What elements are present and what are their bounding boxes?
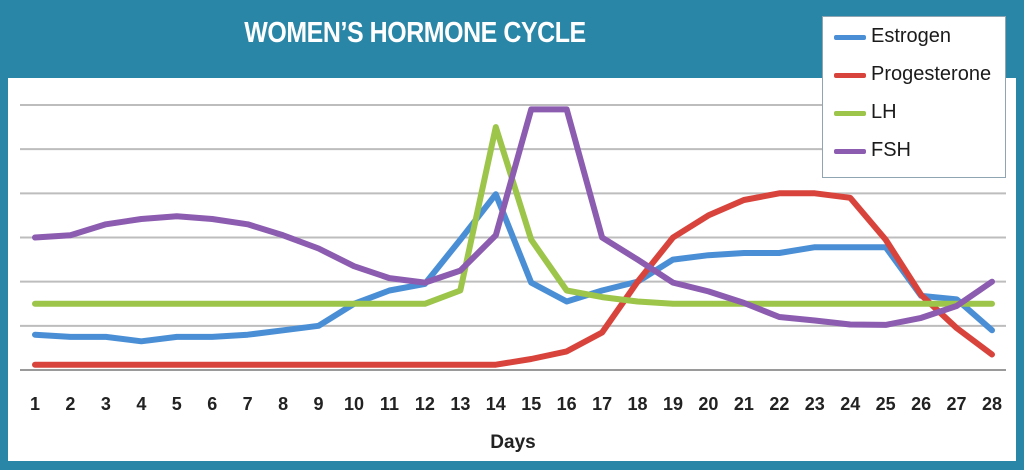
legend-label-progesterone: Progesterone	[871, 63, 992, 85]
x-tick-label-25: 25	[876, 394, 896, 414]
series-line-estrogen	[32, 191, 995, 345]
legend-item-lh: LH	[823, 97, 1007, 131]
legend-swatch-progesterone	[834, 73, 866, 78]
x-tick-label-28: 28	[982, 394, 1002, 414]
x-axis-title: Days	[490, 432, 535, 453]
x-tick-label-12: 12	[415, 394, 435, 414]
x-tick-label-23: 23	[805, 394, 825, 414]
x-tick-label-18: 18	[628, 394, 648, 414]
legend-item-progesterone: Progesterone	[823, 59, 1007, 93]
x-tick-label-14: 14	[486, 394, 506, 414]
x-tick-label-3: 3	[101, 394, 111, 414]
x-tick-label-8: 8	[278, 394, 288, 414]
x-tick-label-22: 22	[769, 394, 789, 414]
x-tick-label-24: 24	[840, 394, 860, 414]
x-tick-label-6: 6	[207, 394, 217, 414]
chart-title: WOMEN’S HORMONE CYCLE	[244, 17, 586, 49]
legend-swatch-lh	[834, 111, 866, 116]
x-tick-label-15: 15	[521, 394, 541, 414]
x-tick-label-20: 20	[698, 394, 718, 414]
x-tick-label-13: 13	[450, 394, 470, 414]
legend-item-fsh: FSH	[823, 135, 1007, 169]
x-tick-label-7: 7	[243, 394, 253, 414]
x-tick-label-26: 26	[911, 394, 931, 414]
legend-label-estrogen: Estrogen	[871, 25, 952, 47]
x-tick-label-16: 16	[557, 394, 577, 414]
x-tick-label-27: 27	[947, 394, 967, 414]
x-tick-label-19: 19	[663, 394, 683, 414]
x-tick-label-9: 9	[314, 394, 324, 414]
x-tick-label-2: 2	[65, 394, 75, 414]
legend: Estrogen Progesterone LH FSH	[822, 16, 1006, 178]
legend-swatch-estrogen	[834, 35, 866, 40]
x-tick-label-21: 21	[734, 394, 754, 414]
legend-item-estrogen: Estrogen	[823, 21, 1007, 55]
series-line-fsh	[32, 106, 995, 328]
x-tick-label-1: 1	[30, 394, 40, 414]
legend-label-fsh: FSH	[871, 139, 911, 161]
legend-label-lh: LH	[871, 101, 897, 123]
x-tick-label-10: 10	[344, 394, 364, 414]
x-tick-label-17: 17	[592, 394, 612, 414]
legend-swatch-fsh	[834, 149, 866, 154]
x-tick-label-11: 11	[380, 394, 399, 414]
x-tick-label-4: 4	[136, 394, 146, 414]
series-line-progesterone	[32, 190, 995, 368]
x-tick-label-5: 5	[172, 394, 182, 414]
